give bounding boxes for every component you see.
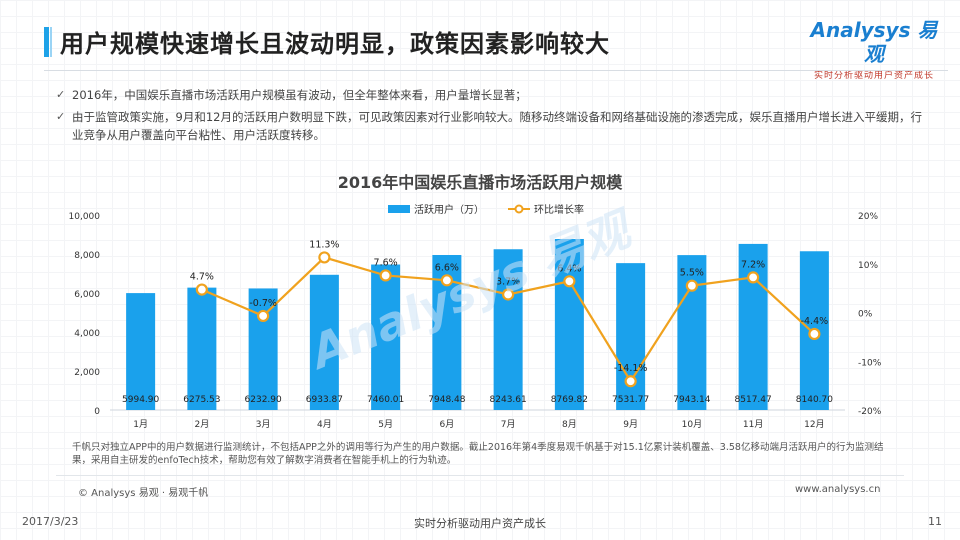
growth-rate-label: 6.6% <box>435 262 459 273</box>
bar-value-label: 7948.48 <box>428 395 465 405</box>
bar-value-label: 5994.90 <box>122 395 159 405</box>
bar <box>616 263 646 410</box>
x-tick-label: 2月 <box>195 419 210 430</box>
bar-value-label: 6275.53 <box>183 395 220 405</box>
y-left-tick-label: 2,000 <box>74 368 100 378</box>
growth-rate-point <box>624 375 637 388</box>
growth-rate-label: -4.4% <box>801 316 829 327</box>
growth-rate-point <box>747 271 760 284</box>
page-title: 用户规模快速增长且波动明显，政策因素影响较大 <box>60 30 610 58</box>
y-right-tick-label: -20% <box>858 407 882 417</box>
growth-rate-label: 11.3% <box>309 239 339 250</box>
bar <box>309 274 339 410</box>
growth-rate-point <box>195 283 208 296</box>
x-tick-label: 6月 <box>440 419 455 430</box>
checkmark-icon: ✓ <box>56 110 66 123</box>
logo-tagline: 实时分析驱动用户资产成长 <box>813 71 934 81</box>
summary-bullets: ✓ 2016年，中国娱乐直播市场活跃用户规模虽有波动，但全年整体来看，用户量增长… <box>56 86 926 148</box>
x-tick-label: 5月 <box>378 419 393 430</box>
bar-value-label: 7531.77 <box>612 395 649 405</box>
growth-rate-label: 4.7% <box>190 272 214 283</box>
checkmark-icon: ✓ <box>56 88 66 101</box>
bar <box>554 238 584 410</box>
bar-value-label: 8769.82 <box>551 395 588 405</box>
bullet-text: 由于监管政策实施，9月和12月的活跃用户数明显下跌，可见政策因素对行业影响较大。… <box>72 110 922 142</box>
header-divider <box>44 70 948 71</box>
y-left-tick-label: 10,000 <box>69 212 101 222</box>
bullet-item: ✓ 2016年，中国娱乐直播市场活跃用户规模虽有波动，但全年整体来看，用户量增长… <box>56 86 926 104</box>
bar <box>126 293 156 410</box>
y-right-tick-label: -10% <box>858 358 882 368</box>
x-tick-label: 3月 <box>256 419 271 430</box>
x-tick-label: 1月 <box>133 419 148 430</box>
x-tick-label: 12月 <box>804 419 824 430</box>
bullet-text: 2016年，中国娱乐直播市场活跃用户规模虽有波动，但全年整体来看，用户量增长显著… <box>72 88 527 102</box>
logo-en-text: nalysys <box>826 18 911 42</box>
footer-divider <box>56 475 904 476</box>
x-tick-label: 7月 <box>501 419 516 430</box>
title-accent-bar <box>44 27 49 57</box>
bar-value-label: 6933.87 <box>306 395 343 405</box>
growth-rate-label: -0.7% <box>249 298 277 309</box>
growth-rate-point <box>318 251 331 264</box>
growth-rate-label: 6.4% <box>557 263 581 274</box>
growth-rate-label: 3.7% <box>496 276 520 287</box>
analysys-logo: Analysys 易观 实时分析驱动用户资产成长 <box>804 18 944 81</box>
growth-rate-point <box>379 269 392 282</box>
y-left-tick-label: 0 <box>94 407 100 417</box>
growth-rate-point <box>808 327 821 341</box>
growth-rate-label: 7.2% <box>741 259 765 270</box>
footer-slogan: 实时分析驱动用户资产成长 <box>414 517 546 530</box>
chart-title: 2016年中国娱乐直播市场活跃用户规模 <box>338 173 624 192</box>
legend-bar-swatch <box>388 205 410 213</box>
y-right-tick-label: 0% <box>858 310 873 320</box>
report-date: 2017/3/23 <box>22 515 79 528</box>
logo-a-mark: A <box>810 18 827 42</box>
bullet-item: ✓ 由于监管政策实施，9月和12月的活跃用户数明显下跌，可见政策因素对行业影响较… <box>56 108 926 144</box>
x-tick-label: 4月 <box>317 419 332 430</box>
bar-value-label: 7943.14 <box>673 395 710 405</box>
data-source-note: 千帆只对独立APP中的用户数据进行监测统计，不包括APP之外的调用等行为产生的用… <box>72 442 884 466</box>
growth-rate-point <box>685 279 698 292</box>
website-link[interactable]: www.analysys.cn <box>795 484 881 495</box>
bar-value-label: 6232.90 <box>245 395 282 405</box>
bar-value-label: 8517.47 <box>735 395 772 405</box>
x-tick-label: 11月 <box>743 419 763 430</box>
bar-value-label: 8243.61 <box>490 395 527 405</box>
growth-rate-label: 5.5% <box>680 268 704 279</box>
x-tick-label: 9月 <box>623 419 638 430</box>
y-left-tick-label: 4,000 <box>74 329 100 339</box>
growth-rate-label: -14.1% <box>614 363 648 374</box>
growth-rate-label: 7.6% <box>374 257 398 268</box>
bar <box>248 288 278 410</box>
x-tick-label: 8月 <box>562 419 577 430</box>
page-number: 11 <box>928 515 942 528</box>
y-right-tick-label: 10% <box>858 261 878 271</box>
y-left-tick-label: 6,000 <box>74 290 100 300</box>
bar <box>187 287 217 410</box>
y-left-tick-label: 8,000 <box>74 251 100 261</box>
legend-bar-label: 活跃用户（万） <box>414 203 484 216</box>
growth-rate-point <box>563 275 576 288</box>
x-tick-label: 10月 <box>682 419 702 430</box>
bar-value-label: 8140.70 <box>796 395 833 405</box>
legend-line-marker <box>514 204 524 214</box>
growth-rate-point <box>440 274 453 287</box>
bar <box>493 249 523 410</box>
title-accent-bar-light <box>50 27 52 57</box>
bar <box>371 264 401 410</box>
legend-line-label: 环比增长率 <box>534 203 584 216</box>
growth-rate-point <box>502 288 515 301</box>
logo-cn-text: 易观 <box>864 18 938 66</box>
y-right-tick-label: 20% <box>858 212 878 222</box>
copyright-text: © Analysys 易观 · 易观千帆 <box>78 488 209 499</box>
growth-rate-point <box>257 309 270 323</box>
bar-value-label: 7460.01 <box>367 395 404 405</box>
